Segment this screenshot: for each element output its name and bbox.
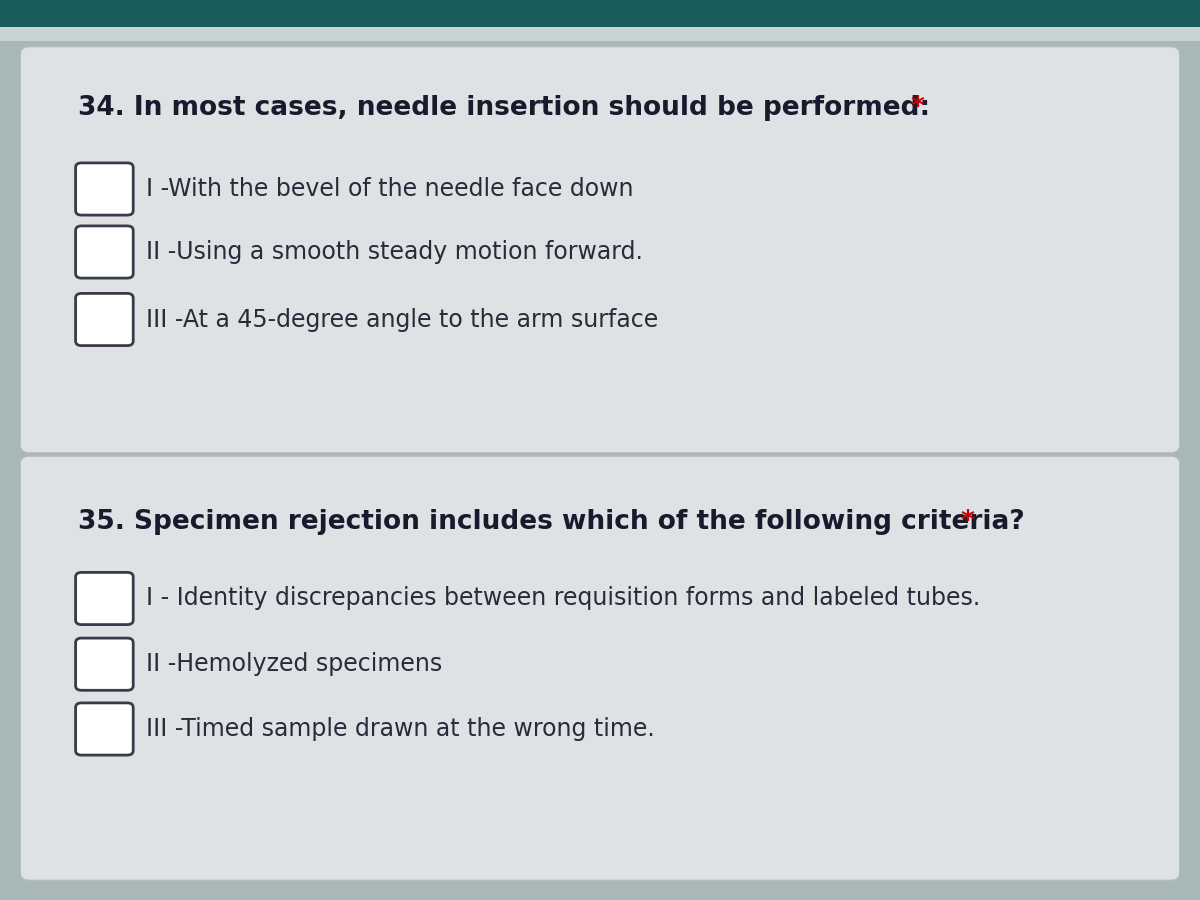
Text: 35. Specimen rejection includes which of the following criteria?: 35. Specimen rejection includes which of… <box>78 509 1025 535</box>
Text: II -Using a smooth steady motion forward.: II -Using a smooth steady motion forward… <box>146 240 643 264</box>
FancyBboxPatch shape <box>0 0 1200 27</box>
FancyBboxPatch shape <box>76 638 133 690</box>
Text: I -With the bevel of the needle face down: I -With the bevel of the needle face dow… <box>146 177 634 201</box>
FancyBboxPatch shape <box>76 572 133 625</box>
FancyBboxPatch shape <box>76 703 133 755</box>
FancyBboxPatch shape <box>76 163 133 215</box>
Text: II -Hemolyzed specimens: II -Hemolyzed specimens <box>146 652 443 676</box>
Text: 34. In most cases, needle insertion should be performed:: 34. In most cases, needle insertion shou… <box>78 95 930 121</box>
FancyBboxPatch shape <box>76 226 133 278</box>
Text: *: * <box>902 95 925 121</box>
Text: I - Identity discrepancies between requisition forms and labeled tubes.: I - Identity discrepancies between requi… <box>146 587 980 610</box>
FancyBboxPatch shape <box>0 27 1200 40</box>
FancyBboxPatch shape <box>20 456 1180 880</box>
Text: *: * <box>952 509 974 535</box>
Text: III -Timed sample drawn at the wrong time.: III -Timed sample drawn at the wrong tim… <box>146 717 655 741</box>
Text: III -At a 45-degree angle to the arm surface: III -At a 45-degree angle to the arm sur… <box>146 308 659 331</box>
FancyBboxPatch shape <box>76 293 133 346</box>
FancyBboxPatch shape <box>20 47 1180 453</box>
